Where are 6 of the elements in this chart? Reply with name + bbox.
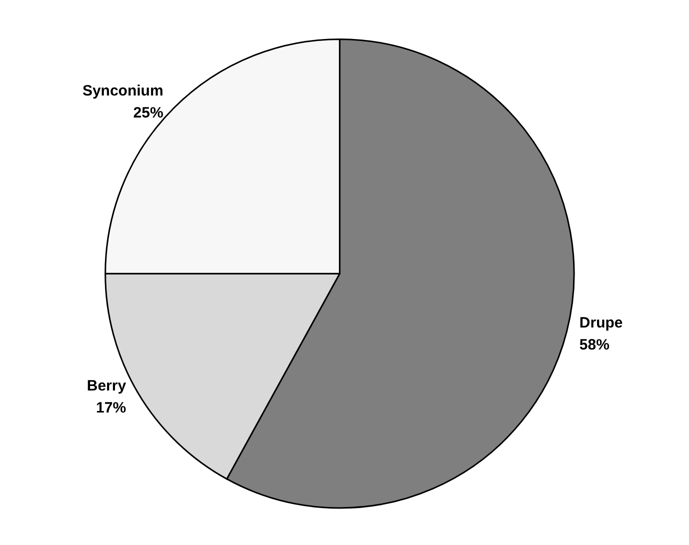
slice-label: Synconium: [82, 82, 164, 100]
slice-label: Drupe: [579, 314, 623, 332]
slice-label: Berry: [86, 377, 127, 394]
data-label: 58%: [579, 336, 610, 354]
data-label: 17%: [96, 399, 126, 416]
data-label: 25%: [133, 104, 164, 122]
